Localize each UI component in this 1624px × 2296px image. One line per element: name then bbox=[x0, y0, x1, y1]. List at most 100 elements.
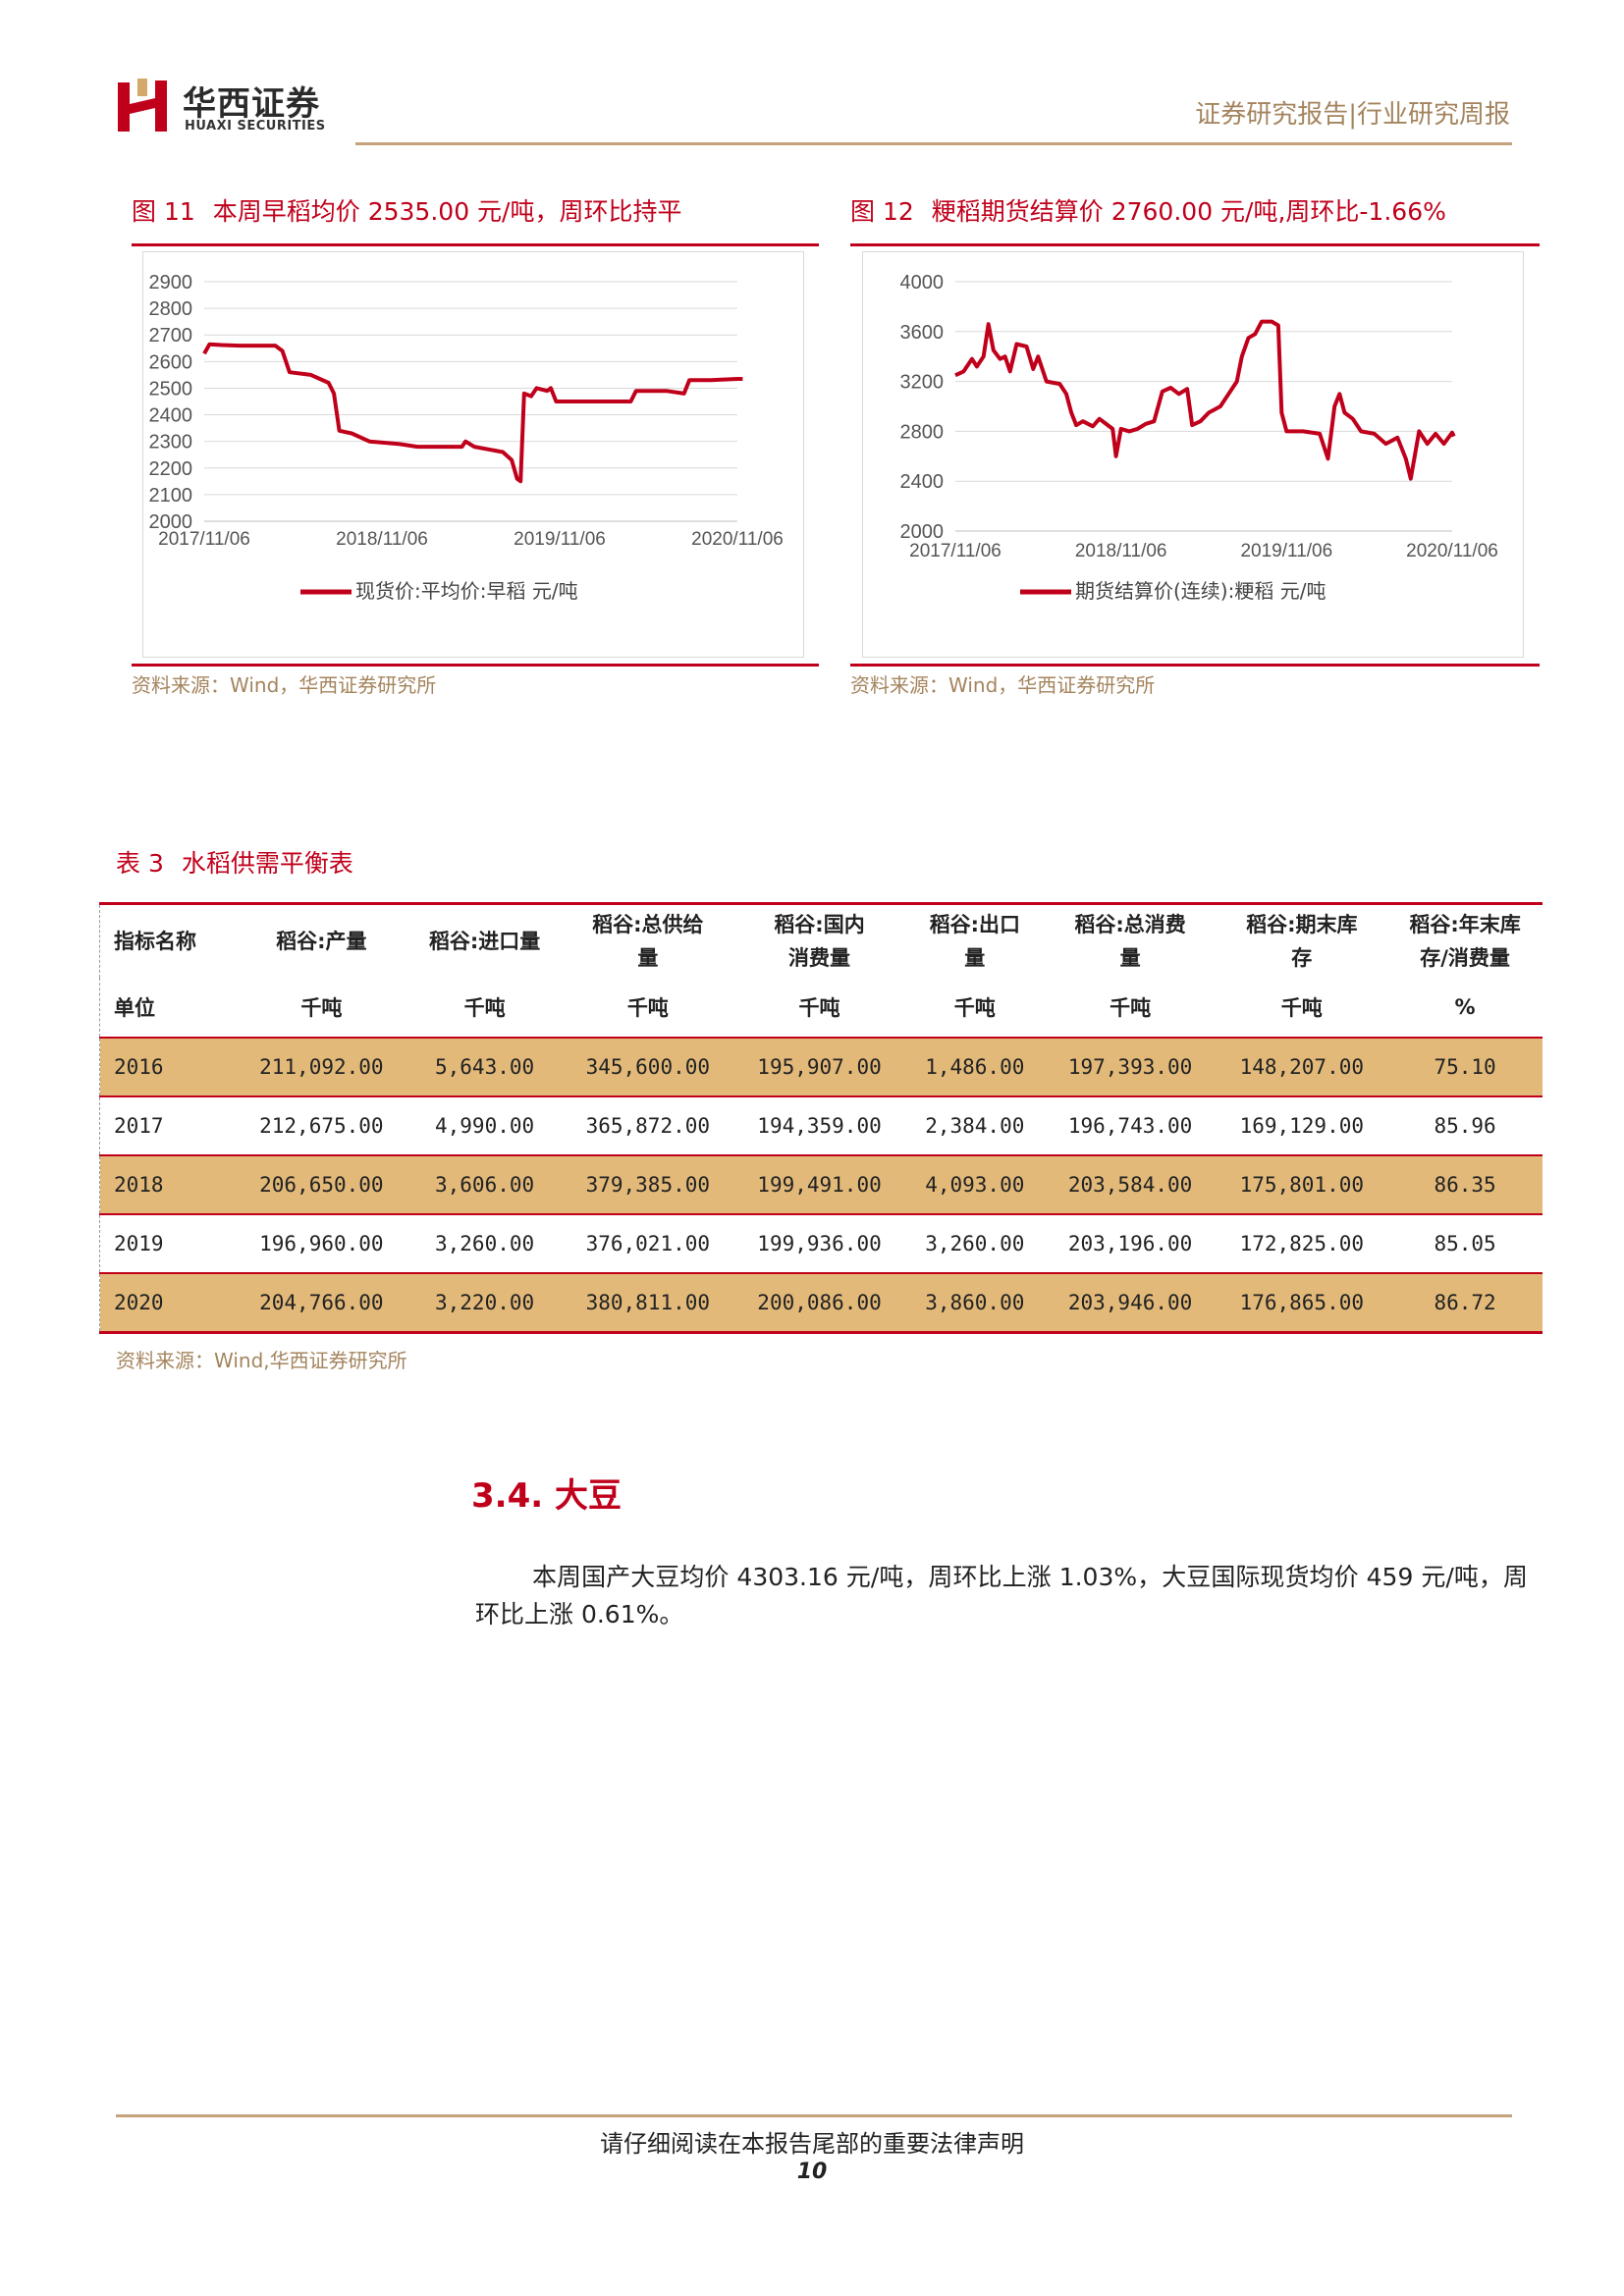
x-tick-label: 2019/11/06 bbox=[1240, 541, 1332, 561]
table-row: 2017 212,675.00 4,990.00 365,872.00 194,359.… bbox=[99, 1095, 1543, 1155]
figure-12-bottom-rule bbox=[850, 664, 1540, 667]
unit-cell: % bbox=[1454, 995, 1476, 1019]
unit-cell: 千吨 bbox=[1280, 996, 1323, 1020]
value-cell: 3,260.00 bbox=[406, 1213, 563, 1273]
figure-11-caption-rule bbox=[132, 243, 819, 246]
unit-cell: 千吨 bbox=[798, 996, 840, 1020]
section-body-text: 本周国产大豆均价 4303.16 元/吨，周环比上涨 1.03%，大豆国际现货均… bbox=[475, 1563, 1528, 1629]
table-3-caption: 表 3 水稻供需平衡表 bbox=[116, 844, 353, 880]
company-logo-icon bbox=[118, 79, 167, 132]
value-cell: 3,220.00 bbox=[406, 1272, 563, 1333]
footer-divider bbox=[116, 2114, 1512, 2117]
value-cell: 196,960.00 bbox=[236, 1213, 407, 1273]
unit-cell: 千吨 bbox=[1110, 996, 1152, 1020]
series-line bbox=[954, 319, 1456, 481]
figure-12-number: 图 12 bbox=[850, 197, 914, 226]
y-tick-label: 3200 bbox=[900, 372, 945, 394]
y-tick-label: 2800 bbox=[900, 421, 945, 443]
figure-12-caption: 图 12 粳稻期货结算价 2760.00 元/吨,周环比-1.66% bbox=[850, 192, 1446, 228]
japonica-futures-chart: 2000 2400 2800 3200 3600 4000 2017/11/06 2018/1… bbox=[900, 272, 1498, 603]
header-divider bbox=[355, 142, 1512, 145]
unit-cell: 千吨 bbox=[300, 996, 343, 1020]
column-header: 稻谷:总供给量 bbox=[592, 913, 704, 970]
value-cell: 3,260.00 bbox=[904, 1213, 1045, 1273]
y-tick-label: 2100 bbox=[149, 485, 193, 507]
table-3-source: 资料来源：Wind,华西证券研究所 bbox=[116, 1349, 407, 1372]
legend-label: 现货价:平均价:早稻 元/吨 bbox=[355, 579, 578, 603]
value-cell: 194,359.00 bbox=[733, 1095, 905, 1155]
figure-11-title: 本周早稻均价 2535.00 元/吨，周环比持平 bbox=[212, 197, 682, 226]
column-header: 稻谷:期末库存 bbox=[1246, 913, 1358, 970]
x-tick-label: 2019/11/06 bbox=[514, 529, 606, 550]
value-cell: 199,491.00 bbox=[733, 1154, 905, 1214]
value-cell: 85.96 bbox=[1387, 1095, 1543, 1155]
x-tick-label: 2020/11/06 bbox=[691, 529, 784, 550]
value-cell: 196,743.00 bbox=[1044, 1095, 1217, 1155]
figure-12-chart-frame: 2000 2400 2800 3200 3600 4000 2017/11/06 2018/1… bbox=[862, 251, 1524, 658]
value-cell: 365,872.00 bbox=[562, 1095, 734, 1155]
x-tick-label: 2017/11/06 bbox=[909, 541, 1001, 561]
figure-11-caption: 图 11 本周早稻均价 2535.00 元/吨，周环比持平 bbox=[132, 192, 681, 228]
page-number: 10 bbox=[796, 2160, 828, 2184]
value-cell: 200,086.00 bbox=[733, 1272, 905, 1333]
footer-disclaimer: 请仔细阅读在本报告尾部的重要法律声明 bbox=[600, 2130, 1024, 2158]
column-header: 指标名称 bbox=[114, 930, 196, 953]
x-tick-label: 2018/11/06 bbox=[1075, 541, 1167, 561]
value-cell: 85.05 bbox=[1387, 1213, 1543, 1273]
legend-label: 期货结算价(连续):粳稻 元/吨 bbox=[1075, 579, 1326, 603]
year-cell: 2018 bbox=[99, 1154, 236, 1214]
value-cell: 86.35 bbox=[1387, 1154, 1543, 1214]
value-cell: 206,650.00 bbox=[236, 1154, 407, 1214]
y-tick-label: 2000 bbox=[900, 521, 945, 543]
figure-12-title: 粳稻期货结算价 2760.00 元/吨,周环比-1.66% bbox=[931, 197, 1446, 226]
value-cell: 203,196.00 bbox=[1044, 1213, 1217, 1273]
logo-chinese-name: 华西证券 bbox=[183, 84, 320, 124]
column-header: 稻谷:进口量 bbox=[428, 930, 541, 953]
value-cell: 169,129.00 bbox=[1216, 1095, 1388, 1155]
value-cell: 197,393.00 bbox=[1044, 1037, 1217, 1096]
value-cell: 380,811.00 bbox=[562, 1272, 734, 1333]
table-row: 2016 211,092.00 5,643.00 345,600.00 195,907.… bbox=[99, 1037, 1543, 1096]
rice-supply-demand-table: 指标名称 稻谷:产量 稻谷:进口量 稻谷:总供给量 稻谷:国内 消费量 稻谷:出口量稻谷:总… bbox=[99, 902, 1543, 1334]
figure-11-source: 资料来源：Wind，华西证券研究所 bbox=[132, 673, 437, 697]
y-tick-label: 2200 bbox=[149, 458, 193, 480]
series-line bbox=[202, 342, 743, 484]
y-tick-label: 2600 bbox=[149, 351, 193, 373]
x-tick-label: 2018/11/06 bbox=[336, 529, 428, 550]
section-title: 3.4. 大豆 bbox=[471, 1476, 622, 1516]
table-header-row: 指标名称 稻谷:产量 稻谷:进口量 稻谷:总供给量 稻谷:国内 消费量 稻谷:出口量稻谷:总… bbox=[100, 904, 1543, 979]
value-cell: 176,865.00 bbox=[1216, 1272, 1388, 1333]
y-tick-label: 2300 bbox=[149, 432, 193, 454]
figure-11-bottom-rule bbox=[132, 664, 819, 667]
table-3-title: 水稻供需平衡表 bbox=[181, 849, 353, 878]
value-cell: 3,606.00 bbox=[406, 1154, 563, 1214]
figure-11-chart-frame: 2000 2100 2200 2300 2400 2500 2600 2700 2800 2900… bbox=[142, 251, 804, 658]
unit-cell: 单位 bbox=[114, 996, 155, 1020]
value-cell: 195,907.00 bbox=[733, 1037, 905, 1096]
year-cell: 2019 bbox=[99, 1213, 236, 1273]
value-cell: 203,584.00 bbox=[1044, 1154, 1217, 1214]
value-cell: 345,600.00 bbox=[562, 1037, 734, 1096]
y-tick-label: 2400 bbox=[900, 471, 945, 493]
unit-cell: 千吨 bbox=[953, 996, 996, 1020]
y-tick-label: 2700 bbox=[149, 325, 193, 347]
column-header: 稻谷:国内 消费量 bbox=[774, 913, 865, 970]
value-cell: 86.72 bbox=[1387, 1272, 1543, 1333]
value-cell: 204,766.00 bbox=[236, 1272, 407, 1333]
column-header: 稻谷:出口量 bbox=[929, 913, 1020, 970]
value-cell: 212,675.00 bbox=[236, 1095, 407, 1155]
year-cell: 2020 bbox=[99, 1272, 236, 1333]
logo-english-name: HUAXI SECURITIES bbox=[185, 119, 326, 133]
table-row: 2020 204,766.00 3,220.00 380,811.00 200,086.… bbox=[99, 1272, 1543, 1333]
y-tick-label: 2500 bbox=[149, 378, 193, 400]
y-tick-label: 3600 bbox=[900, 322, 945, 344]
figure-11-number: 图 11 bbox=[132, 197, 195, 226]
figure-12-source: 资料来源：Wind，华西证券研究所 bbox=[850, 673, 1156, 697]
column-header: 稻谷:总消费量 bbox=[1074, 913, 1186, 970]
y-tick-label: 2400 bbox=[149, 405, 193, 427]
report-type-label: 证券研究报告|行业研究周报 bbox=[1195, 100, 1510, 130]
table-row: 2019 196,960.00 3,260.00 376,021.00 199,936.… bbox=[99, 1213, 1543, 1273]
value-cell: 379,385.00 bbox=[562, 1154, 734, 1214]
value-cell: 148,207.00 bbox=[1216, 1037, 1388, 1096]
unit-cell: 千吨 bbox=[626, 996, 669, 1020]
